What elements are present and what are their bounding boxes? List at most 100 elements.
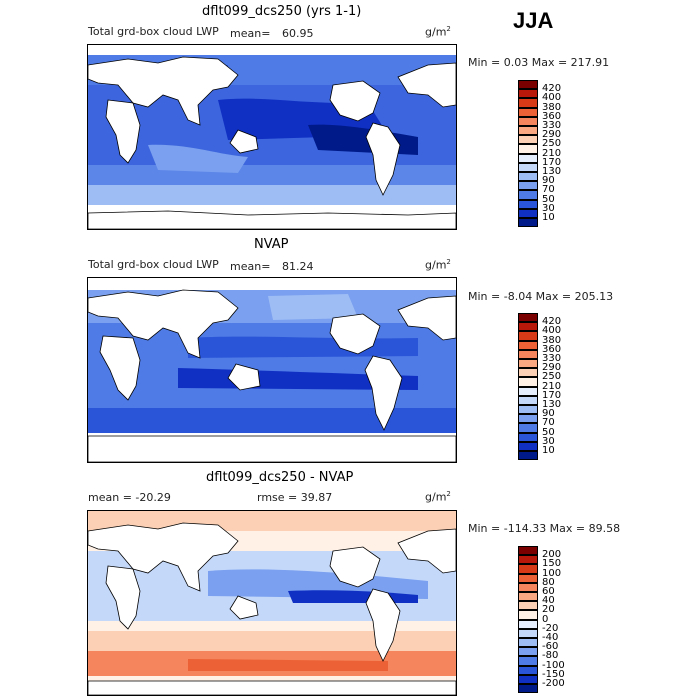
panel-3-units: g/m2 [425,490,451,504]
colorbar-swatch [518,153,538,163]
colorbar-swatch [518,107,538,117]
panel-1-coastlines [88,56,456,229]
colorbar-tick-label: 20 [542,604,555,616]
colorbar-tick-label: 100 [542,567,562,579]
panel-2-minmax: Min = -8.04 Max = 205.13 [468,290,614,303]
colorbar-tick-label: 400 [542,92,562,104]
colorbar-tick-label: 150 [542,558,562,570]
panel-2-title: NVAP [254,237,289,252]
panel-1-title: dflt099_dcs250 (yrs 1-1) [202,4,362,19]
colorbar-tick-label: 250 [542,371,562,383]
panel-3-title: dflt099_dcs250 - NVAP [206,470,354,485]
colorbar-swatch [518,441,538,451]
colorbar-swatch [518,647,538,657]
colorbar-swatch [518,313,538,323]
colorbar-tick-label: 90 [542,175,555,187]
colorbar-swatch [518,619,538,629]
colorbar-swatch [518,349,538,359]
colorbar-swatch [518,162,538,172]
colorbar-swatch [518,405,538,415]
colorbar-swatch [518,199,538,209]
colorbar-tick-label: -40 [542,632,559,643]
colorbar-swatch [518,359,538,369]
colorbar-tick-label: 210 [542,380,562,392]
colorbar-tick-label: 250 [542,138,562,150]
colorbar-swatch [518,340,538,350]
panel-3-minmax: Min = -114.33 Max = 89.58 [468,522,621,535]
panel-1-subtitle: Total grd-box cloud LWP [88,25,219,38]
colorbar-swatch [518,80,538,90]
colorbar-tick-label: 30 [542,202,555,214]
colorbar-swatch [518,601,538,611]
colorbar-tick-label: 130 [542,399,562,410]
colorbar-swatch [518,564,538,574]
colorbar-swatch [518,208,538,218]
colorbar-swatch [518,89,538,99]
colorbar-tick-label: 50 [542,193,555,205]
colorbar-tick-label: 10 [542,212,555,223]
colorbar-tick-label: -20 [542,622,559,634]
panel-1-minmax: Min = 0.03 Max = 217.91 [468,56,610,69]
panel-2-subtitle: Total grd-box cloud LWP [88,258,219,271]
panel-1-mean-label: mean= [230,27,271,40]
colorbar-swatch [518,181,538,191]
panel-2-map [87,277,457,463]
colorbar-swatch [518,546,538,556]
colorbar-tick-label: 360 [542,343,562,355]
colorbar-swatch [518,377,538,387]
colorbar-tick-label: -80 [542,650,559,662]
colorbar-swatch [518,665,538,675]
colorbar-tick-label: 200 [542,549,562,561]
panel-2-units: g/m2 [425,258,451,272]
colorbar-swatch [518,656,538,666]
colorbar-tick-label: 130 [542,166,562,177]
colorbar-swatch [518,432,538,442]
colorbar-swatch [518,414,538,424]
colorbar-tick-label: 60 [542,586,555,597]
colorbar-tick-label: 400 [542,325,562,337]
colorbar-swatch [518,638,538,648]
colorbar-tick-label: 420 [542,83,562,95]
colorbar-swatch [518,592,538,602]
panel-3-map [87,510,457,696]
colorbar-swatch [518,451,538,461]
colorbar-swatch [518,135,538,145]
colorbar-tick-label: -100 [542,659,565,671]
colorbar-tick-label: 290 [542,129,562,141]
panel-3-rmse: rmse = 39.87 [257,491,333,504]
colorbar-swatch [518,172,538,182]
colorbar-swatch [518,423,538,433]
colorbar-swatch [518,555,538,565]
colorbar-tick-label: 290 [542,362,562,374]
panel-2-mean-value: 81.24 [282,260,314,273]
colorbar-tick-label: 80 [542,576,555,588]
colorbar-tick-label: 30 [542,435,555,447]
colorbar-swatch [518,628,538,638]
colorbar-swatch [518,684,538,694]
colorbar-swatch [518,386,538,396]
colorbar-tick-label: 210 [542,147,562,159]
panel-1-units: g/m2 [425,25,451,39]
colorbar-swatch [518,573,538,583]
colorbar-tick-label: 330 [542,120,562,131]
colorbar-tick-label: 330 [542,353,562,364]
colorbar-swatch [518,116,538,126]
panel-1-map [87,44,457,230]
colorbar-tick-label: -200 [542,678,565,689]
panel-2-coastlines [88,289,456,462]
colorbar-tick-label: 420 [542,316,562,328]
colorbar-swatch [518,582,538,592]
colorbar-swatch [518,610,538,620]
colorbar-tick-label: 360 [542,110,562,122]
colorbar-tick-label: 70 [542,184,555,196]
panel-1-mean-value: 60.95 [282,27,314,40]
colorbar-swatch [518,322,538,332]
colorbar-tick-label: 50 [542,426,555,438]
colorbar-tick-label: -150 [542,668,565,680]
season-label: JJA [513,8,554,33]
colorbar-tick-label: 170 [542,389,562,401]
colorbar-tick-label: 70 [542,417,555,429]
colorbar-tick-label: 380 [542,334,562,346]
colorbar-tick-label: 10 [542,445,555,456]
colorbar-tick-label: 0 [542,613,549,625]
